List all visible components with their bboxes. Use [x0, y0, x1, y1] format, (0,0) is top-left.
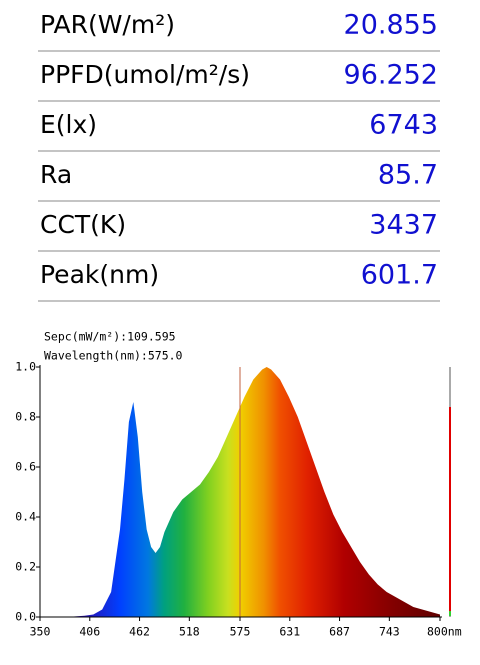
row-label: PPFD(umol/m²/s)	[40, 60, 250, 89]
row-value: 601.7	[361, 260, 438, 291]
row-label: Ra	[40, 160, 72, 189]
x-tick-label: 406	[79, 625, 100, 639]
x-tick-label: 462	[129, 625, 150, 639]
row-label: E(lx)	[40, 110, 97, 139]
y-tick-label: 0.0	[15, 610, 36, 624]
x-tick-label: 800nm	[427, 625, 462, 639]
x-tick-label: 743	[379, 625, 400, 639]
row-value: 96.252	[344, 60, 438, 91]
y-tick-label: 1.0	[15, 360, 36, 374]
y-tick-label: 0.4	[15, 510, 36, 524]
row-value: 3437	[369, 210, 438, 241]
row-value: 20.855	[344, 10, 438, 41]
x-tick-label: 350	[30, 625, 51, 639]
x-tick-label: 631	[279, 625, 300, 639]
y-tick-label: 0.8	[15, 410, 36, 424]
row-value: 85.7	[378, 160, 438, 191]
measurement-table: PAR(W/m²) 20.855 PPFD(umol/m²/s) 96.252 E(lx…	[38, 10, 440, 302]
row-label: CCT(K)	[40, 210, 126, 239]
x-tick-label: 575	[230, 625, 251, 639]
row-label: PAR(W/m²)	[40, 10, 175, 39]
spectrum-chart: Sepc(mW/m²):109.595 Wavelength(nm):575.0 0…	[15, 330, 461, 639]
x-tick-label: 687	[329, 625, 350, 639]
annotation: Wavelength(nm):575.0	[44, 349, 183, 363]
x-tick-label: 518	[179, 625, 200, 639]
y-tick-label: 0.6	[15, 460, 36, 474]
y-tick-label: 0.2	[15, 560, 36, 574]
row-label: Peak(nm)	[40, 260, 159, 289]
row-value: 6743	[369, 110, 438, 141]
annotation: Sepc(mW/m²):109.595	[44, 330, 176, 344]
